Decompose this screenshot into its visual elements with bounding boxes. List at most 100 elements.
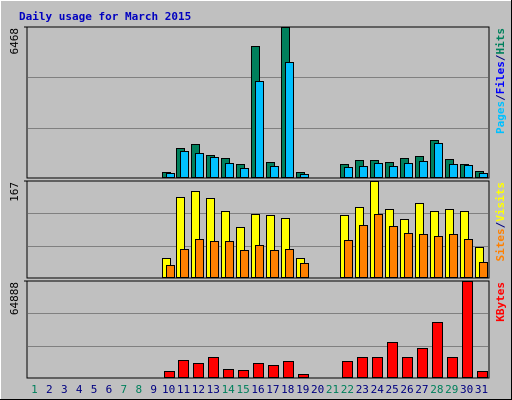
bar [342,361,353,378]
legend-entry: / [494,221,507,228]
bar [372,357,383,378]
x-tick-label: 2 [46,383,53,396]
x-tick-label: 23 [356,383,369,396]
bar [193,363,204,378]
bar [238,370,249,378]
legend: Pages/Files/Hits [494,28,507,134]
x-tick-label: 10 [162,383,175,396]
bar [166,173,175,178]
bar [389,226,398,278]
bar [462,281,473,378]
bar [449,164,458,178]
bar [223,369,234,378]
x-tick-label: 26 [400,383,413,396]
bar [270,166,279,178]
bar [195,153,204,178]
x-tick-label: 15 [236,383,249,396]
x-tick-label: 17 [266,383,279,396]
x-tick-label: 14 [222,383,236,396]
x-tick-label: 18 [281,383,294,396]
bar [359,166,368,178]
x-tick-label: 8 [135,383,142,396]
legend: Sites/Visits [494,182,507,262]
legend-entry: / [494,94,507,101]
bar [449,234,458,278]
bar [404,163,413,178]
bar [195,239,204,278]
bar [419,234,428,278]
bar [357,357,368,378]
legend-entry: KBytes [494,282,507,322]
x-tick-label: 13 [207,383,220,396]
bar [208,357,219,378]
bar [419,161,428,178]
x-tick-label: 1 [31,383,38,396]
x-tick-label: 3 [61,383,68,396]
bar [402,357,413,378]
bar [180,249,189,278]
bar [285,62,294,178]
bar [344,240,353,278]
y-tick-label: 64888 [8,282,21,315]
bar [374,214,383,278]
legend-entry: Pages [494,101,507,134]
bar [374,163,383,178]
bar [240,250,249,278]
bar [164,371,175,378]
x-tick-label: 5 [91,383,98,396]
bar [479,173,488,178]
legend: KBytes [494,282,507,322]
x-tick-label: 30 [460,383,473,396]
bar [344,167,353,178]
bar [166,265,175,278]
bar [210,157,219,178]
bar [255,81,264,178]
bar [178,360,189,378]
x-tick-label: 11 [177,383,190,396]
x-tick-label: 31 [475,383,488,396]
bar [359,225,368,278]
bar [253,363,264,378]
x-tick-label: 25 [386,383,399,396]
legend-entry: Sites [494,228,507,261]
x-tick-label: 27 [415,383,428,396]
bar [298,374,309,378]
x-tick-label: 19 [296,383,309,396]
bar [268,365,279,378]
x-tick-label: 16 [251,383,264,396]
bar [447,357,458,378]
bar [387,342,398,378]
bar [285,249,294,278]
x-tick-label: 9 [150,383,157,396]
x-tick-label: 24 [371,383,385,396]
y-tick-label: 167 [8,182,21,202]
bar [417,348,428,378]
x-tick-label: 29 [445,383,458,396]
y-tick-label: 6468 [8,28,21,55]
bar [434,236,443,278]
x-tick-label: 12 [192,383,205,396]
x-tick-label: 7 [121,383,128,396]
legend-entry: Hits [494,28,507,55]
x-tick-label: 28 [430,383,443,396]
bar [404,233,413,278]
bar [477,371,488,378]
x-tick-label: 21 [326,383,339,396]
legend-entry: Files [494,61,507,94]
bar [240,168,249,178]
bar [300,263,309,278]
bar [479,262,488,278]
bar [225,163,234,178]
bar [180,151,189,178]
bar [255,245,264,278]
x-tick-label: 20 [311,383,324,396]
bar [300,174,309,178]
legend-entry: / [494,54,507,61]
bar [464,165,473,178]
chart-title: Daily usage for March 2015 [19,10,191,23]
bar [434,143,443,178]
bar [464,239,473,278]
x-tick-label: 6 [106,383,113,396]
